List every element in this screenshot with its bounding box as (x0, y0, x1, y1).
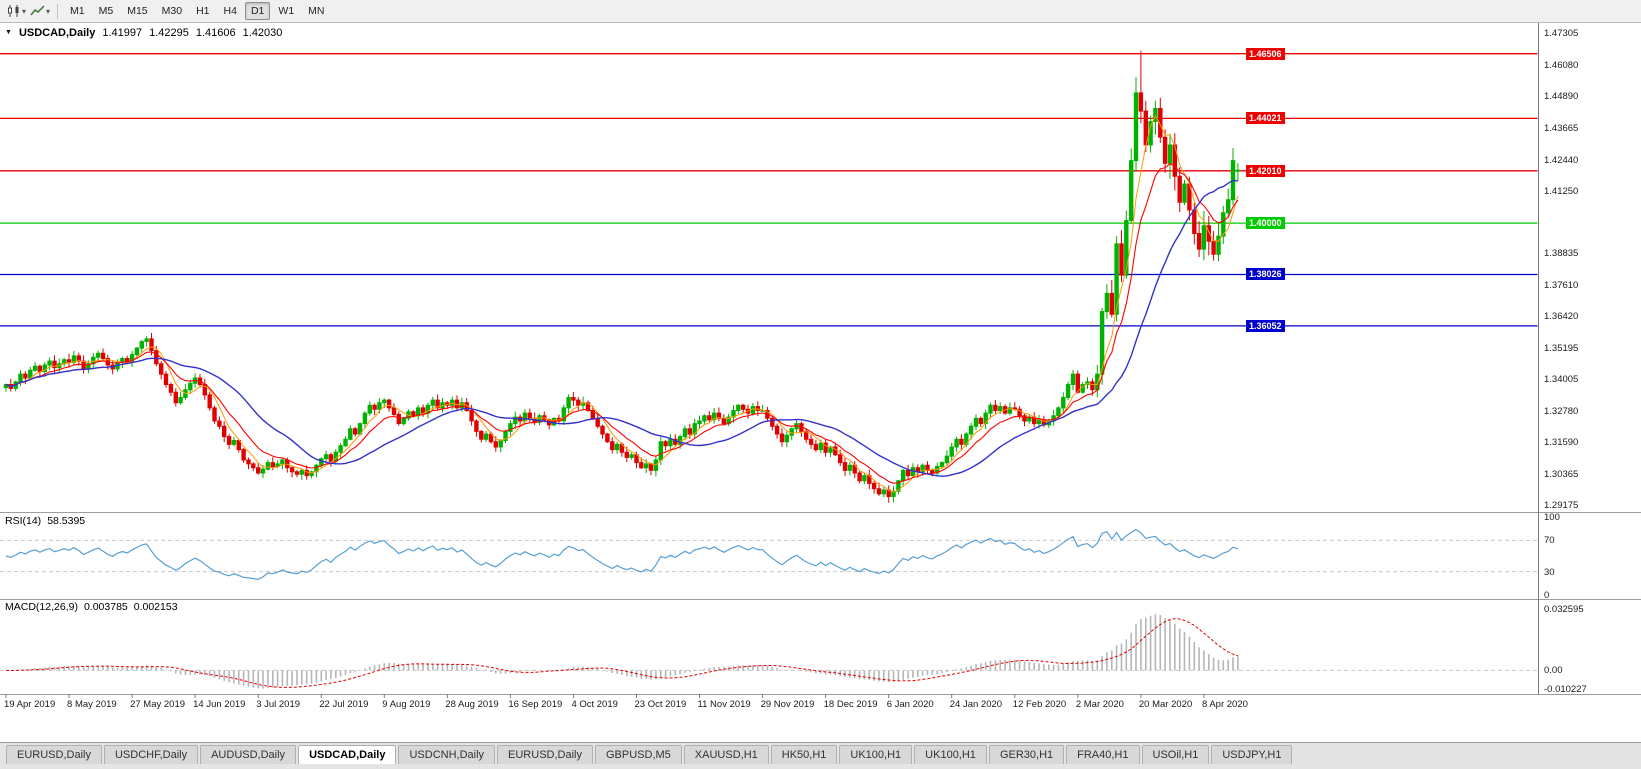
ma-slow-line (5, 179, 1238, 477)
chart-tab-gbpusd-m5[interactable]: GBPUSD,M5 (595, 745, 682, 766)
timeframe-button-m15[interactable]: M15 (127, 5, 148, 17)
toolbar: ▾ ▾ M1 M5 M15 M30 H1 H4 D1 W1 MN (0, 0, 1641, 23)
indicator-caret-icon[interactable]: ▾ (46, 6, 51, 16)
timeframe-button-h4[interactable]: H4 (223, 5, 237, 17)
chart-tab-usdchf-daily[interactable]: USDCHF,Daily (103, 745, 199, 766)
macd-header: MACD(12,26,9) 0.003785 0.002153 (5, 601, 178, 613)
chart-tab-usoil-h1[interactable]: USOil,H1 (1141, 745, 1210, 766)
macd-histogram (10, 614, 1239, 689)
timeframe-button-m5[interactable]: M5 (98, 5, 114, 17)
quote-high-value: 1.42295 (149, 27, 189, 39)
timeframe-button-mn[interactable]: MN (308, 5, 325, 17)
chart-tab-eurusd-daily[interactable]: EURUSD,Daily (6, 745, 102, 766)
macd-title: MACD(12,26,9) (5, 601, 78, 613)
chart-tab-xauusd-h1[interactable]: XAUUSD,H1 (683, 745, 769, 766)
timeframe-button-w1[interactable]: W1 (278, 5, 295, 17)
ma-mid-line (5, 163, 1239, 484)
chart-tab-usdjpy-h1[interactable]: USDJPY,H1 (1211, 745, 1293, 766)
chart-tab-audusd-daily[interactable]: AUDUSD,Daily (200, 745, 297, 766)
down-candle-bodies (8, 92, 1216, 497)
rsi-header: RSI(14) 58.5395 (5, 515, 85, 527)
rsi-value: 58.5395 (47, 515, 86, 527)
chart-type-caret-icon[interactable]: ▾ (22, 6, 27, 16)
timeframe-button-group: M1 M5 M15 M30 H1 H4 D1 W1 MN (63, 2, 331, 20)
bottom-strip (0, 764, 1641, 769)
chart-tab-fra40-h1[interactable]: FRA40,H1 (1066, 745, 1140, 766)
chart-tab-hk50-h1[interactable]: HK50,H1 (770, 745, 838, 766)
timeframe-button-m30[interactable]: M30 (161, 5, 183, 17)
chart-tab-bar: EURUSD,Daily USDCHF,Daily AUDUSD,Daily USDC… (0, 742, 1641, 766)
chart-type-candlestick-icon[interactable] (4, 2, 22, 20)
one-click-trading-arrow-icon[interactable]: ▼ (5, 28, 12, 36)
toolbar-separator (57, 3, 59, 19)
rsi-title: RSI(14) (5, 515, 42, 527)
line-chart-icon[interactable] (28, 2, 46, 20)
quote-close-value: 1.42030 (242, 27, 283, 39)
timeframe-button-m1[interactable]: M1 (70, 5, 85, 17)
chart-symbol-title: USDCAD,Daily (18, 27, 96, 39)
chart-tab-uk100-h1[interactable]: UK100,H1 (914, 745, 987, 766)
chart-tab-eurusd-daily[interactable]: EURUSD,Daily (497, 745, 593, 766)
timeframe-button-d1[interactable]: D1 (244, 2, 271, 20)
macd-signal-line (5, 618, 1239, 688)
quote-open-value: 1.41997 (102, 27, 143, 39)
chart-tab-ger30-h1[interactable]: GER30,H1 (988, 745, 1065, 766)
chart-quote-bar: ▼ USDCAD,Daily 1.41997 1.42295 1.41606 1… (5, 27, 282, 39)
up-candle-bodies (3, 92, 1241, 497)
timeframe-button-h1[interactable]: H1 (196, 5, 210, 17)
up-candle-wicks (5, 77, 1239, 503)
rsi-line (5, 528, 1239, 581)
macd-signal-value: 0.002153 (133, 601, 178, 613)
chart-tab-usdcad-daily[interactable]: USDCAD,Daily (298, 745, 397, 766)
chart-tab-uk100-h1[interactable]: UK100,H1 (839, 745, 913, 766)
quote-low-value: 1.41606 (195, 27, 236, 39)
chart-tab-usdcnh-daily[interactable]: USDCNH,Daily (398, 745, 496, 766)
ma-fast-line (5, 114, 1239, 493)
macd-main-value: 0.003785 (83, 601, 128, 613)
